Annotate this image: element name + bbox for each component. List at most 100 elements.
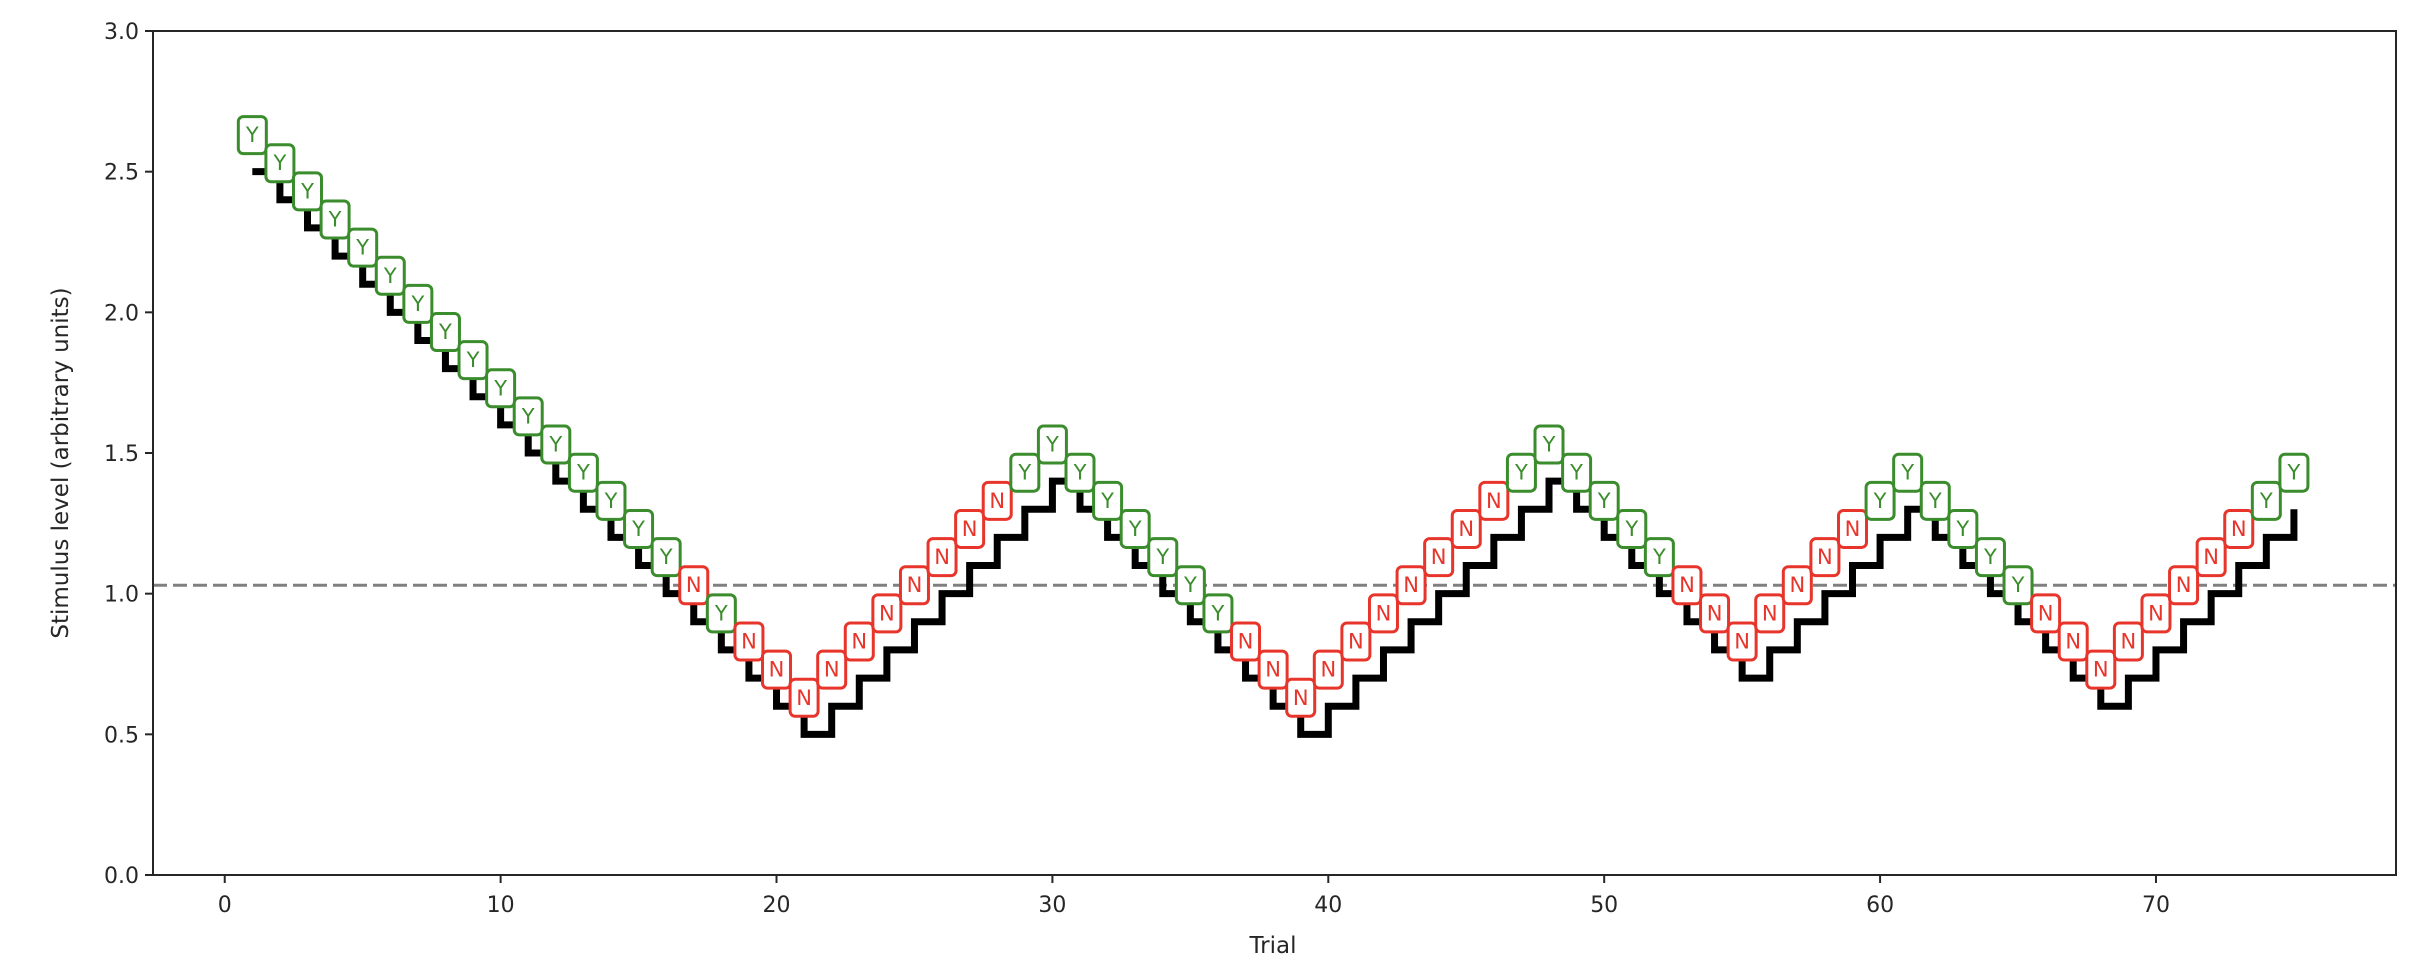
x-tick-label: 20 bbox=[763, 893, 791, 918]
response-marker-yes: Y bbox=[291, 171, 323, 212]
response-marker-no: N bbox=[816, 649, 848, 690]
marker-label: N bbox=[2176, 573, 2192, 597]
response-marker-yes: Y bbox=[1892, 452, 1924, 493]
marker-label: N bbox=[769, 658, 785, 682]
marker-box bbox=[1616, 508, 1648, 549]
marker-label: N bbox=[2148, 601, 2164, 625]
marker-label: N bbox=[2121, 629, 2137, 653]
marker-label: N bbox=[1817, 545, 1833, 569]
marker-label: Y bbox=[383, 264, 397, 288]
response-marker-no: N bbox=[1754, 593, 1786, 634]
marker-box bbox=[678, 565, 710, 606]
marker-box bbox=[1174, 565, 1206, 606]
response-marker-no: N bbox=[2112, 621, 2144, 662]
response-marker-yes: Y bbox=[705, 593, 737, 634]
marker-label: N bbox=[2203, 545, 2219, 569]
marker-label: Y bbox=[328, 207, 342, 231]
response-marker-no: N bbox=[1423, 537, 1455, 578]
y-tick-label: 2.0 bbox=[104, 301, 139, 326]
response-marker-no: N bbox=[788, 677, 820, 718]
response-marker-no: N bbox=[2195, 537, 2227, 578]
marker-box bbox=[319, 199, 351, 240]
marker-label: N bbox=[962, 517, 978, 541]
x-tick-label: 0 bbox=[218, 893, 232, 918]
marker-box bbox=[1036, 424, 1068, 465]
marker-box bbox=[2057, 621, 2089, 662]
marker-box bbox=[1809, 537, 1841, 578]
marker-box bbox=[1864, 480, 1896, 521]
marker-label: Y bbox=[1873, 489, 1887, 513]
response-marker-yes: Y bbox=[236, 115, 268, 156]
marker-label: Y bbox=[1017, 461, 1031, 485]
marker-box bbox=[981, 480, 1013, 521]
response-marker-yes: Y bbox=[1588, 480, 1620, 521]
marker-box bbox=[2112, 621, 2144, 662]
response-marker-no: N bbox=[1450, 508, 1482, 549]
marker-label: N bbox=[1403, 573, 1419, 597]
marker-box bbox=[457, 340, 489, 381]
marker-box bbox=[567, 452, 599, 493]
response-marker-yes: Y bbox=[1561, 452, 1593, 493]
marker-box bbox=[540, 424, 572, 465]
response-marker-no: N bbox=[761, 649, 793, 690]
response-marker-yes: Y bbox=[1919, 480, 1951, 521]
marker-label: Y bbox=[1100, 489, 1114, 513]
marker-label: N bbox=[1707, 601, 1723, 625]
marker-label: N bbox=[907, 573, 923, 597]
y-tick-label: 0.0 bbox=[104, 864, 139, 889]
marker-box bbox=[1781, 565, 1813, 606]
marker-box bbox=[429, 312, 461, 353]
marker-box bbox=[1257, 649, 1289, 690]
response-marker-no: N bbox=[1395, 565, 1427, 606]
marker-box bbox=[1367, 593, 1399, 634]
marker-label: N bbox=[1238, 629, 1254, 653]
marker-label: Y bbox=[1597, 489, 1611, 513]
response-marker-yes: Y bbox=[347, 227, 379, 268]
marker-label: Y bbox=[2287, 461, 2301, 485]
marker-label: Y bbox=[1928, 489, 1942, 513]
response-marker-yes: Y bbox=[264, 143, 296, 184]
response-marker-no: N bbox=[2057, 621, 2089, 662]
response-marker-yes: Y bbox=[1947, 508, 1979, 549]
marker-label: Y bbox=[1955, 517, 1969, 541]
y-tick-label: 1.0 bbox=[104, 583, 139, 608]
marker-box bbox=[954, 508, 986, 549]
marker-box bbox=[1450, 508, 1482, 549]
response-marker-no: N bbox=[981, 480, 1013, 521]
marker-box bbox=[1699, 593, 1731, 634]
marker-label: N bbox=[2231, 517, 2247, 541]
response-marker-yes: Y bbox=[623, 508, 655, 549]
marker-label: Y bbox=[1652, 545, 1666, 569]
marker-label: Y bbox=[300, 179, 314, 203]
response-marker-yes: Y bbox=[1064, 452, 1096, 493]
marker-box bbox=[2223, 508, 2255, 549]
marker-label: Y bbox=[1128, 517, 1142, 541]
x-axis-label: Trial bbox=[1249, 933, 1297, 959]
marker-label: N bbox=[1376, 601, 1392, 625]
response-marker-yes: Y bbox=[1533, 424, 1565, 465]
marker-label: N bbox=[1762, 601, 1778, 625]
response-marker-yes: Y bbox=[1092, 480, 1124, 521]
response-marker-no: N bbox=[1230, 621, 1262, 662]
marker-box bbox=[2002, 565, 2034, 606]
response-marker-no: N bbox=[1781, 565, 1813, 606]
marker-box bbox=[705, 593, 737, 634]
marker-label: Y bbox=[355, 236, 369, 260]
y-tick-label: 3.0 bbox=[104, 20, 139, 45]
response-marker-no: N bbox=[1285, 677, 1317, 718]
marker-label: N bbox=[2038, 601, 2054, 625]
marker-box bbox=[926, 537, 958, 578]
marker-box bbox=[1726, 621, 1758, 662]
marker-box bbox=[512, 396, 544, 437]
marker-label: Y bbox=[2259, 489, 2273, 513]
marker-label: Y bbox=[1183, 573, 1197, 597]
marker-label: Y bbox=[1155, 545, 1169, 569]
marker-label: N bbox=[1734, 629, 1750, 653]
marker-label: N bbox=[2093, 658, 2109, 682]
response-markers: YYYYYYYYYYYYYYYYNYNNNNNNNNNNYYYYYYYYNNNN… bbox=[236, 115, 2310, 718]
x-tick-label: 30 bbox=[1038, 893, 1066, 918]
marker-label: Y bbox=[714, 601, 728, 625]
marker-box bbox=[1202, 593, 1234, 634]
marker-box bbox=[1312, 649, 1344, 690]
marker-label: N bbox=[1265, 658, 1281, 682]
